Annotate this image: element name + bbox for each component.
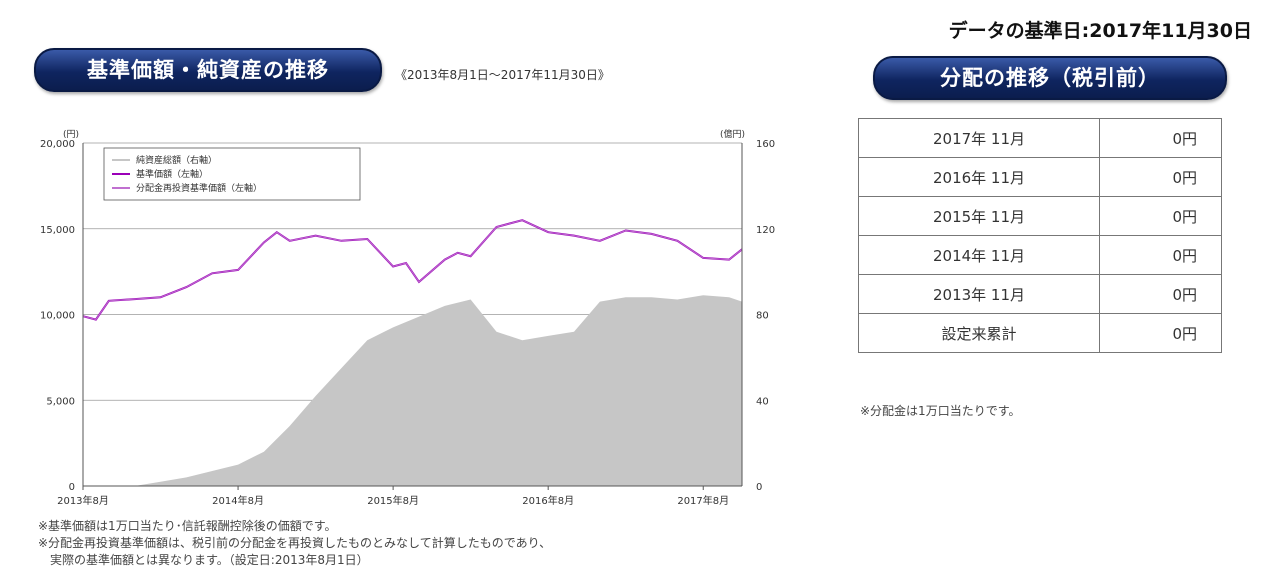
table-row: 2013年 11月 0円 <box>858 274 1222 314</box>
chart-axes: 0 5,000 10,000 15,000 20,000 0 40 80 120 160 (円) (億… <box>40 128 775 507</box>
amount-cell: 0円 <box>1099 274 1222 314</box>
legend-label: 純資産総額（右軸） <box>136 154 217 166</box>
left-axis-unit: (円) <box>63 129 79 140</box>
chart-note-1: ※基準価額は1万口当たり･信託報酬控除後の価額です。 <box>38 519 337 533</box>
right-tick-label: 40 <box>756 396 769 407</box>
period-cell: 2017年 11月 <box>858 118 1100 158</box>
x-tick-label: 2014年8月 <box>212 494 264 507</box>
x-tick-label: 2013年8月 <box>57 494 109 507</box>
table-row: 設定来累計 0円 <box>858 313 1222 353</box>
amount-cell: 0円 <box>1099 157 1222 197</box>
amount-cell: 0円 <box>1099 235 1222 275</box>
chart-note-3: 実際の基準価額とは異なります。（設定日:2013年8月1日） <box>50 553 369 567</box>
distribution-table: 2017年 11月 0円 2016年 11月 0円 2015年 11月 0円 2… <box>858 118 1222 353</box>
distribution-title: 分配の推移（税引前） <box>873 56 1227 100</box>
chart-note-2: ※分配金再投資基準価額は、税引前の分配金を再投資したものとみなして計算したもので… <box>38 536 552 550</box>
table-row: 2016年 11月 0円 <box>858 157 1222 197</box>
chart-legend: 純資産総額（右軸） 基準価額（左軸） 分配金再投資基準価額（左軸） <box>103 147 361 201</box>
nav-chart-title: 基準価額・純資産の推移 <box>34 48 382 92</box>
period-cell: 2014年 11月 <box>858 235 1100 275</box>
left-tick-label: 5,000 <box>46 396 75 407</box>
amount-cell: 0円 <box>1099 118 1222 158</box>
left-tick-label: 20,000 <box>40 139 75 150</box>
right-axis-unit: (億円) <box>720 128 745 140</box>
amount-cell: 0円 <box>1099 196 1222 236</box>
right-tick-label: 0 <box>756 482 762 493</box>
left-tick-label: 0 <box>69 482 75 493</box>
chart-period: 《2013年8月1日～2017年11月30日》 <box>395 68 610 82</box>
legend-label: 分配金再投資基準価額（左軸） <box>136 182 262 194</box>
period-cell: 2016年 11月 <box>858 157 1100 197</box>
distribution-note: ※分配金は1万口当たりです。 <box>860 404 1021 418</box>
table-row: 2017年 11月 0円 <box>858 118 1222 158</box>
amount-cell: 0円 <box>1099 313 1222 353</box>
legend-box <box>103 147 361 201</box>
chart-notes: ※基準価額は1万口当たり･信託報酬控除後の価額です。 ※分配金再投資基準価額は、… <box>38 518 551 569</box>
base-date-label: データの基準日:2017年11月30日 <box>948 20 1252 42</box>
left-tick-label: 10,000 <box>40 311 75 322</box>
table-row: 2015年 11月 0円 <box>858 196 1222 236</box>
left-tick-label: 15,000 <box>40 225 75 236</box>
table-row: 2014年 11月 0円 <box>858 235 1222 275</box>
right-tick-label: 160 <box>756 139 775 150</box>
price-lines <box>82 219 743 321</box>
x-tick-label: 2016年8月 <box>522 494 574 507</box>
period-cell: 2013年 11月 <box>858 274 1100 314</box>
reinvest-price-line <box>82 219 743 321</box>
net-assets-area <box>83 295 742 486</box>
period-cell: 設定来累計 <box>858 313 1100 353</box>
period-cell: 2015年 11月 <box>858 196 1100 236</box>
x-tick-label: 2015年8月 <box>367 494 419 507</box>
right-tick-label: 120 <box>756 225 775 236</box>
net-assets-area-series <box>83 295 742 486</box>
right-tick-label: 80 <box>756 311 769 322</box>
nav-chart: 0 5,000 10,000 15,000 20,000 0 40 80 120 160 (円) (億… <box>40 128 775 507</box>
x-tick-label: 2017年8月 <box>677 494 729 507</box>
legend-label: 基準価額（左軸） <box>136 168 208 180</box>
